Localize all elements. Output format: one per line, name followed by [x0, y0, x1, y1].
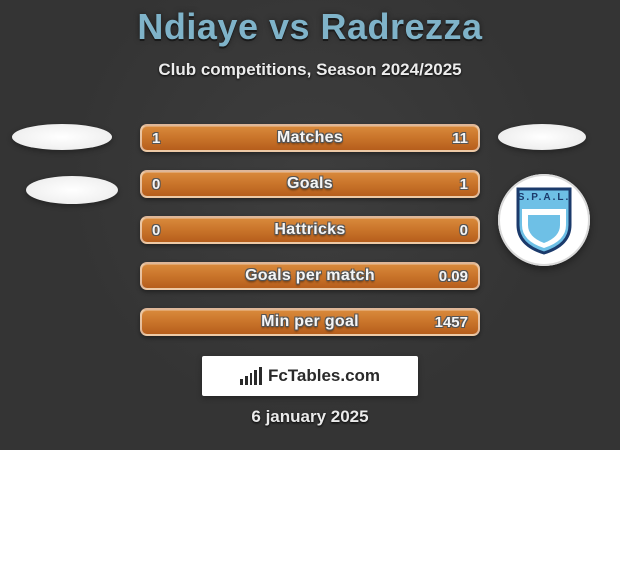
stat-label: Min per goal [142, 310, 478, 334]
page-title: Ndiaye vs Radrezza [0, 6, 620, 48]
player-left-oval-2 [26, 176, 118, 204]
stat-row-matches: 1 Matches 11 [140, 124, 480, 152]
date-text: 6 january 2025 [0, 407, 620, 427]
stat-value-right: 1457 [435, 310, 468, 334]
page-subtitle: Club competitions, Season 2024/2025 [0, 60, 620, 80]
stat-value-right: 0.09 [439, 264, 468, 288]
player-left-oval-1 [12, 124, 112, 150]
spal-shield-icon: S.P.A.L. [514, 185, 574, 255]
stat-row-min-per-goal: Min per goal 1457 [140, 308, 480, 336]
player-right-oval [498, 124, 586, 150]
stat-row-hattricks: 0 Hattricks 0 [140, 216, 480, 244]
stats-bars: 1 Matches 11 0 Goals 1 0 Hattricks 0 Goa… [140, 124, 480, 354]
stat-value-right: 0 [460, 218, 468, 242]
stat-row-goals-per-match: Goals per match 0.09 [140, 262, 480, 290]
fctables-badge: FcTables.com [202, 356, 418, 396]
light-background [0, 450, 620, 580]
club-badge-spal: S.P.A.L. [498, 174, 590, 266]
bar-chart-icon [240, 367, 262, 385]
stat-label: Goals [142, 172, 478, 196]
spal-badge-text: S.P.A.L. [514, 192, 574, 203]
stat-row-goals: 0 Goals 1 [140, 170, 480, 198]
stat-label: Hattricks [142, 218, 478, 242]
stat-label: Goals per match [142, 264, 478, 288]
stat-value-right: 11 [452, 126, 468, 150]
stat-label: Matches [142, 126, 478, 150]
stat-value-right: 1 [460, 172, 468, 196]
fctables-text: FcTables.com [268, 366, 380, 386]
